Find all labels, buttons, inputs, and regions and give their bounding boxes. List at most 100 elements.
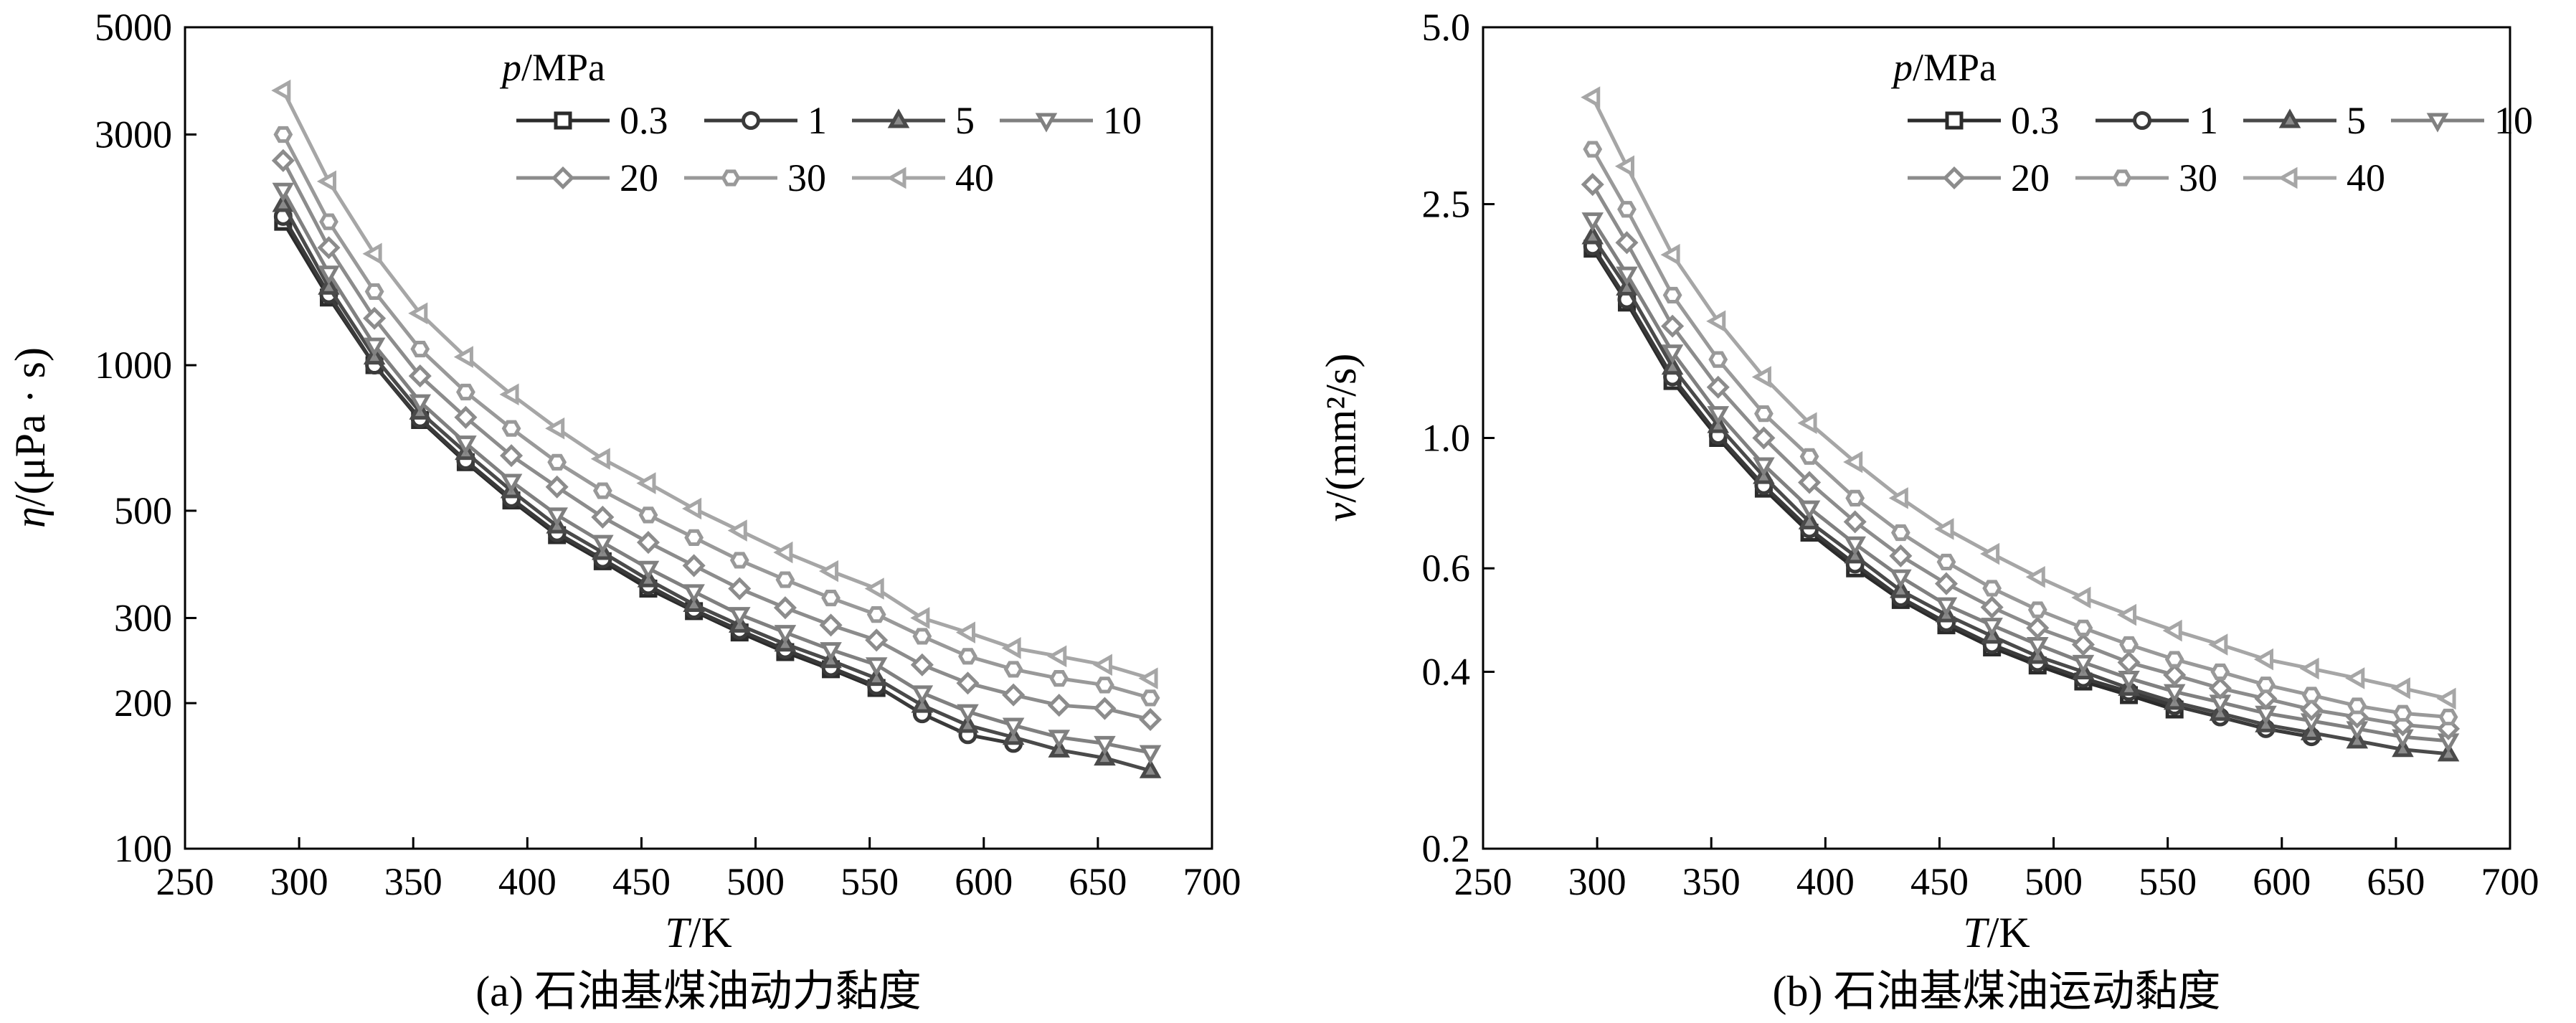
data-point [958, 648, 977, 665]
x-tick-label: 300 [270, 860, 328, 903]
data-point [364, 283, 384, 301]
series-30 [1583, 141, 2458, 726]
data-point [591, 505, 615, 529]
data-point [546, 507, 568, 527]
x-tick-label: 650 [1069, 860, 1127, 903]
series-40 [271, 79, 1158, 689]
series-line [1591, 235, 2449, 756]
data-point [272, 182, 295, 202]
data-point [1935, 597, 1958, 617]
data-point [1751, 366, 1771, 388]
data-point [2164, 651, 2184, 668]
data-point [1003, 661, 1023, 678]
chart-b: 250 300 350 400 450 500 550 600 650 700 0.2 0.4 0.6 1… [1317, 6, 2539, 1015]
series-40 [1581, 86, 2456, 710]
legend-swatch-marker [2278, 166, 2298, 189]
legend-title: p/MPa [499, 46, 605, 89]
series-20 [271, 148, 1162, 731]
data-point [1708, 351, 1728, 368]
x-axis-title: T/K [665, 909, 731, 956]
data-point [2116, 603, 2137, 626]
legend-swatch-marker [2426, 113, 2449, 133]
data-point [1139, 745, 1162, 765]
x-tick-label: 500 [726, 860, 785, 903]
data-point [1094, 746, 1116, 766]
legend-swatch-marker [551, 166, 575, 190]
legend-item-0.3: 0.3 [516, 99, 668, 142]
data-point [2347, 697, 2367, 715]
x-tick-label: 700 [2481, 860, 2539, 903]
data-point [774, 625, 797, 645]
data-point [866, 606, 886, 623]
x-tick-label: 350 [1682, 860, 1741, 903]
data-point [1934, 572, 1959, 595]
data-point [2299, 657, 2319, 680]
data-point [1798, 500, 1821, 520]
legend-label: 0.3 [2011, 99, 2060, 142]
legend-label: 0.3 [620, 99, 668, 142]
legend-swatch-marker [742, 111, 760, 130]
y-tick-label: 3000 [95, 113, 172, 156]
legend-item-40: 40 [852, 156, 994, 199]
legend-label: 10 [2494, 99, 2533, 142]
y-tick-label: 0.6 [1422, 547, 1471, 590]
x-tick-label: 250 [156, 860, 214, 903]
series-10 [1581, 212, 2460, 753]
data-point [1094, 735, 1116, 756]
data-point [501, 420, 521, 437]
data-point [1139, 758, 1162, 778]
x-tick-label: 500 [2025, 860, 2083, 903]
data-point [727, 519, 747, 542]
data-point [271, 79, 291, 102]
data-point [1138, 667, 1158, 689]
legend-swatch-marker [886, 166, 906, 189]
data-point [2254, 687, 2278, 710]
data-point [2072, 654, 2095, 674]
x-axis-title: T/K [1963, 909, 2030, 956]
y-tick-label: 1.0 [1422, 417, 1471, 460]
data-point [2436, 687, 2456, 710]
data-point [1934, 518, 1954, 540]
data-point [318, 275, 340, 295]
data-point [316, 170, 336, 193]
data-point [1661, 344, 1684, 364]
data-point [319, 213, 338, 230]
data-point [728, 577, 752, 600]
data-point [2208, 633, 2228, 656]
legend-swatch-marker [2133, 111, 2151, 130]
data-point [2393, 704, 2412, 722]
data-point [1581, 86, 1601, 108]
y-tick-label: 500 [114, 489, 172, 532]
data-point [955, 621, 975, 644]
data-point [455, 435, 477, 456]
data-point [272, 192, 295, 212]
x-tick-label: 650 [2367, 860, 2425, 903]
legend-title: p/MPa [1890, 46, 1997, 89]
x-tick-label: 400 [1796, 860, 1855, 903]
x-tick-label: 600 [955, 860, 1013, 903]
data-point [273, 126, 293, 143]
data-point [1581, 225, 1604, 245]
data-point [1798, 471, 1822, 494]
data-point [1581, 212, 1604, 232]
data-point [1092, 654, 1112, 676]
data-point [1844, 536, 1866, 556]
x-tick-label: 400 [498, 860, 557, 903]
data-point [637, 560, 660, 580]
x-tick-label: 600 [2253, 860, 2311, 903]
series-line [281, 203, 1151, 773]
legend-swatch-marker [1942, 166, 1966, 190]
data-point [271, 148, 295, 172]
data-point [2390, 677, 2410, 699]
legend-swatch-marker [2112, 169, 2132, 187]
data-point [1890, 578, 1912, 598]
data-point [1982, 580, 2002, 597]
data-point [545, 417, 565, 440]
data-point [729, 552, 749, 569]
data-point [1706, 310, 1726, 333]
data-point [1047, 694, 1071, 717]
data-point [1048, 730, 1071, 750]
data-point [1095, 676, 1114, 694]
data-point [453, 346, 473, 368]
legend-item-30: 30 [2075, 156, 2217, 199]
